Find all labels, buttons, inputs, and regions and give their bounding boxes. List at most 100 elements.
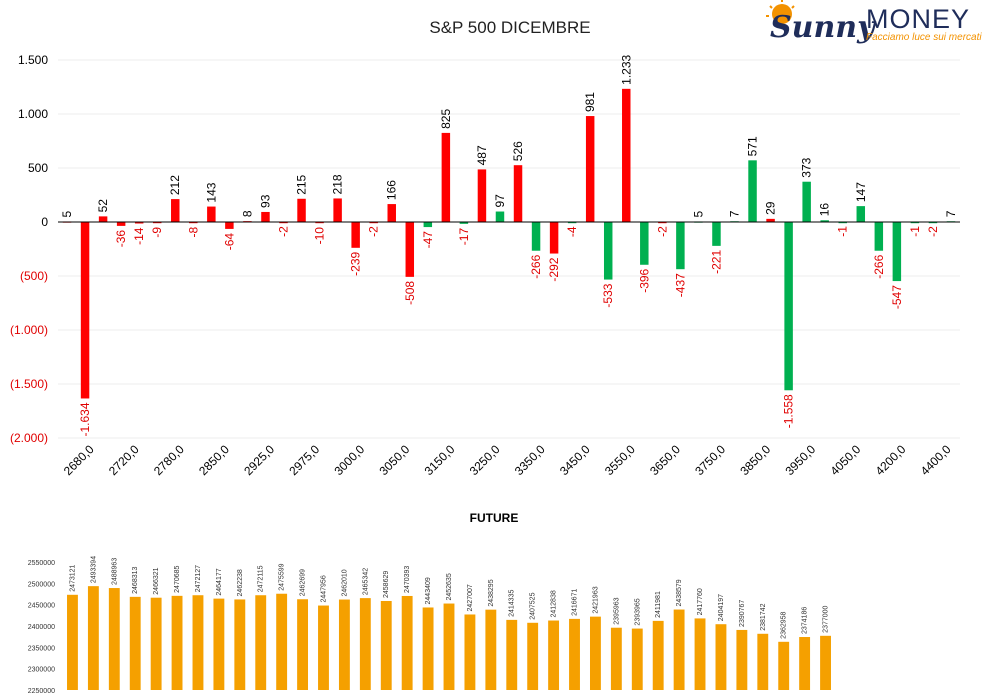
data-label: 212 [168,175,182,195]
future-bar [778,641,790,690]
future-data-label: 2416671 [572,589,579,616]
data-label: -14 [132,227,146,245]
data-label: -17 [457,228,471,246]
future-data-label: 2447956 [320,575,327,602]
bar [441,132,451,222]
x-tick-label: 3550,0 [602,442,638,478]
future-data-labels: 2473121 2493394 2488963 2468313 2466321 24706… [69,556,829,639]
bar [207,206,216,222]
future-bar [673,609,685,690]
future-data-label: 2412838 [551,590,558,617]
data-label: 571 [746,136,760,156]
x-tick-label: 4200,0 [873,442,909,478]
bar [387,204,396,222]
data-label: -1.634 [78,402,92,436]
data-label: -9 [150,227,164,238]
bar [513,165,523,222]
x-tick-label: 3650,0 [647,442,683,478]
future-bar [631,628,643,690]
future-data-label: 2468313 [132,566,139,593]
future-data-label: 2395963 [613,597,620,624]
logo-word: MONEY [866,4,970,34]
future-bar [422,607,434,690]
x-tick-label: 3150,0 [422,442,458,478]
data-label: 8 [240,210,254,217]
data-label: 825 [439,109,453,129]
logo-tagline: Facciamo luce sui mercati [866,32,982,43]
data-label: 16 [818,203,832,217]
chart-title: S&P 500 DICEMBRE [429,18,590,37]
future-y-axis: 2550000 2500000 2450000 2400000 2350000 23000… [28,560,55,695]
future-bar [380,600,392,690]
data-label: -64 [222,233,236,251]
future-bar [736,629,748,690]
data-label: -508 [403,281,417,305]
x-tick-label: 3350,0 [512,442,548,478]
future-data-label: 2381742 [760,603,767,630]
future-bar [527,622,539,690]
future-bar [129,596,141,690]
data-label: 218 [331,174,345,194]
future-data-label: 2421963 [592,586,599,613]
bar [225,222,234,229]
data-label: -8 [186,227,200,238]
future-data-label: 2390767 [739,600,746,627]
bar [315,222,324,224]
future-y-tick-label: 2300000 [28,667,55,674]
future-bar [87,586,99,690]
future-data-label: 2427007 [467,584,474,611]
data-label: -2 [926,226,940,237]
future-bar [401,595,413,690]
future-bar [108,588,120,690]
data-label: -2 [655,226,669,237]
future-data-label: 2458629 [383,571,390,598]
y-tick-label: 500 [28,161,48,175]
data-label: 373 [800,157,814,177]
bar [622,88,631,222]
future-bar [464,614,476,690]
x-tick-label: 3850,0 [737,442,773,478]
future-data-label: 2414335 [509,590,516,617]
future-data-label: 2407525 [530,592,537,619]
y-tick-label: 1.000 [18,107,48,121]
x-tick-label: 2925,0 [241,442,277,478]
future-data-label: 2465342 [362,568,369,595]
bar [423,222,433,228]
future-y-tick-label: 2350000 [28,645,55,652]
future-data-label: 2470393 [404,566,411,593]
future-y-tick-label: 2250000 [28,688,55,695]
bar [820,220,829,222]
future-data-label: 2438579 [676,579,683,606]
future-data-label: 2438295 [488,579,495,606]
future-bar [548,620,560,690]
future-data-label: 2466321 [153,567,160,594]
data-label: -10 [313,227,327,245]
data-label: 29 [764,201,778,215]
data-label: -1 [836,226,850,237]
y-tick-label: 0 [41,215,48,229]
future-bar [318,605,329,690]
main-x-axis: 2680,0 2720,0 2780,0 2850,0 2925,0 2975,0 3000… [61,442,954,478]
future-data-label: 2493394 [90,556,97,583]
bar [477,169,487,222]
y-tick-label: (1.000) [10,323,48,337]
future-bar [610,627,622,690]
future-bar [359,598,371,690]
future-bar [485,609,497,690]
bar [116,222,126,226]
future-bar [67,594,78,690]
future-bar [213,598,225,690]
future-data-label: 2470685 [174,565,181,592]
y-tick-label: (1.500) [10,377,48,391]
data-label: -2 [367,226,381,237]
x-tick-label: 3750,0 [692,442,728,478]
future-bar [757,633,769,690]
bar [658,222,667,224]
future-data-label: 2417760 [697,588,704,615]
future-bars [67,586,831,690]
sun-icon [766,0,795,24]
bar [134,222,144,224]
future-bar [192,595,204,690]
data-label: -292 [547,257,561,281]
